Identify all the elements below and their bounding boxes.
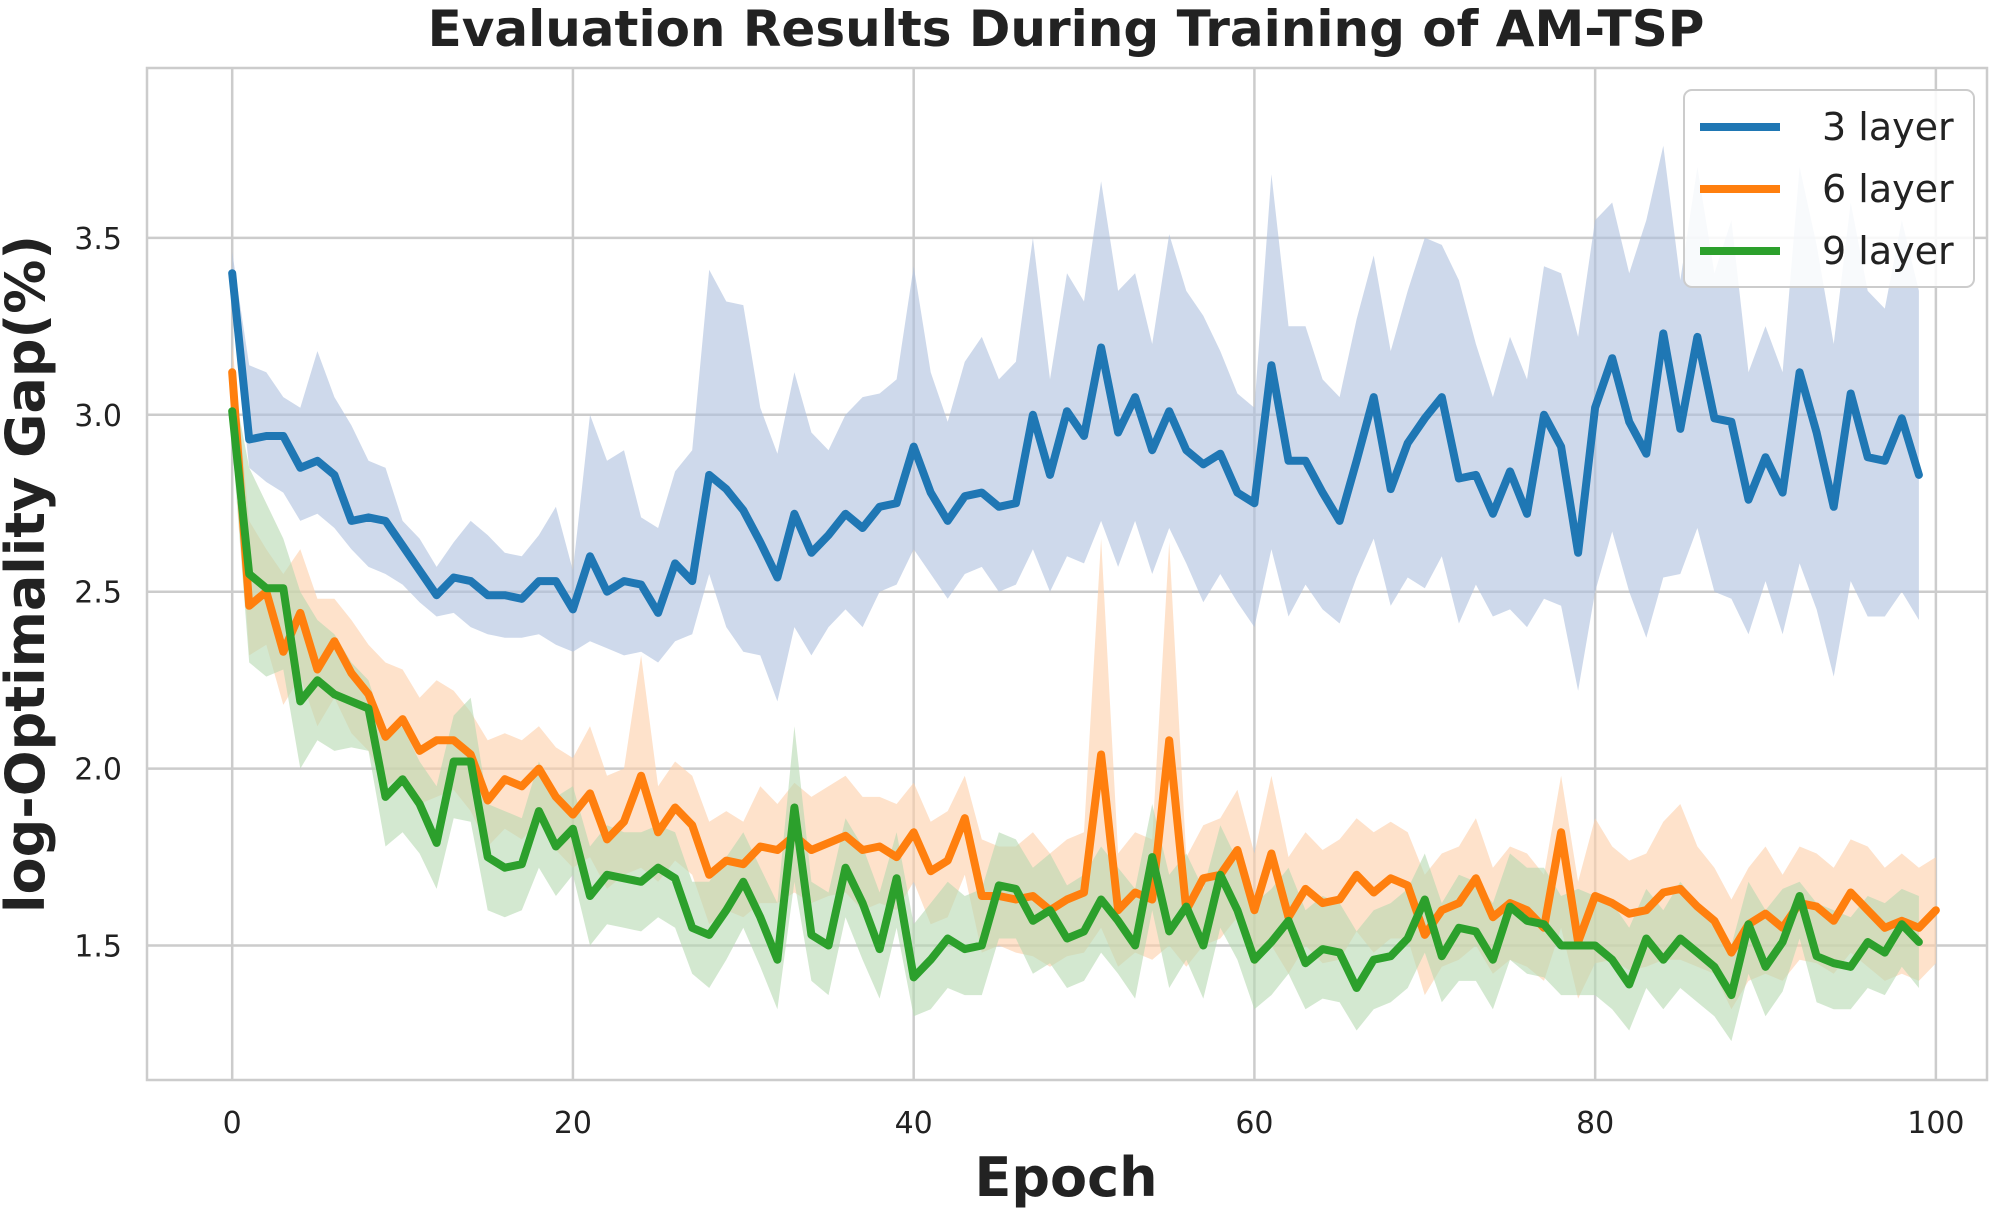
y-tick-label: 1.5 <box>74 930 122 965</box>
legend-label: 3 layer <box>1822 105 1954 149</box>
x-tick-label: 100 <box>1907 1106 1964 1141</box>
legend: 3 layer 6 layer 9 layer <box>1683 89 1975 288</box>
legend-label: 9 layer <box>1822 229 1954 273</box>
y-tick-label: 2.0 <box>74 753 122 788</box>
series-line-2 <box>228 368 1940 957</box>
series-line-1 <box>228 269 1923 617</box>
plot-frame <box>145 66 1989 1082</box>
x-tick-label: 40 <box>895 1106 933 1141</box>
x-axis-label: Epoch <box>974 1146 1157 1208</box>
legend-label: 6 layer <box>1822 167 1954 211</box>
y-tick-label: 2.5 <box>74 576 122 611</box>
y-axis-label: log-Optimality Gap(%) <box>0 235 57 913</box>
y-tick-label: 3.5 <box>74 222 122 257</box>
x-tick-label: 60 <box>1235 1106 1273 1141</box>
x-tick-label: 20 <box>554 1106 592 1141</box>
series-line-3 <box>228 407 1923 1000</box>
chart-title: Evaluation Results During Training of AM… <box>428 0 1705 58</box>
x-tick-label: 0 <box>223 1106 242 1141</box>
x-tick-label: 80 <box>1576 1106 1614 1141</box>
tick-labels: 0 20 40 60 80 100 1.5 2.0 2.5 3.0 3.5 <box>74 222 1964 1141</box>
y-tick-label: 3.0 <box>74 399 122 434</box>
series-lines <box>228 269 1940 1000</box>
legend-box <box>1683 89 1975 288</box>
